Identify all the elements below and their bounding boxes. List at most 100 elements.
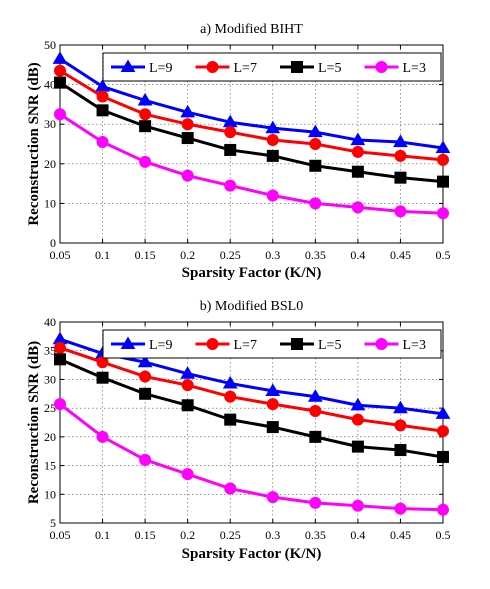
- legend-marker: [291, 338, 303, 350]
- x-tick-label: 0.5: [436, 528, 451, 542]
- series-line: [59, 357, 444, 459]
- data-point: [96, 90, 109, 103]
- y-tick-label: 10: [44, 487, 56, 501]
- data-point: [394, 419, 407, 432]
- x-axis-label: Sparsity Factor (K/N): [182, 265, 322, 281]
- axes-frame: [59, 321, 444, 524]
- x-tick-label: 0.05: [50, 528, 71, 542]
- data-point: [437, 425, 449, 438]
- data-point: [437, 175, 449, 188]
- x-tick-label: 0.25: [220, 248, 241, 262]
- series-line: [59, 69, 444, 162]
- data-point: [181, 169, 194, 182]
- data-point: [265, 120, 281, 134]
- series-line: [59, 57, 444, 150]
- legend-marker: [206, 338, 219, 350]
- x-tick-label: 0.4: [350, 528, 365, 542]
- data-point: [437, 207, 449, 220]
- legend-label: L=3: [403, 61, 426, 76]
- x-tick-label: 0.35: [305, 528, 326, 542]
- data-point: [224, 482, 237, 495]
- data-point: [139, 370, 152, 383]
- data-point: [139, 155, 152, 168]
- series-line: [59, 402, 444, 512]
- series-l5: [54, 353, 449, 463]
- data-point: [54, 64, 66, 77]
- x-tick-label: 0.2: [180, 248, 195, 262]
- chart-panel-1: 0.05 0.1 0.15 0.2 0.25 0.3 0.35 0.4 0.45 0.5 0 10 20…: [26, 22, 451, 281]
- legend-marker: [375, 61, 388, 73]
- data-point: [54, 398, 66, 411]
- data-point: [309, 405, 322, 418]
- y-tick-label: 15: [44, 459, 56, 473]
- y-axis-label: Reconstruction SNR (dB): [26, 62, 42, 225]
- legend-entry: L=9: [111, 336, 172, 353]
- data-point: [393, 400, 408, 414]
- data-point: [309, 197, 322, 210]
- data-point: [394, 502, 407, 515]
- y-tick-label: 20: [44, 430, 56, 444]
- data-point: [266, 149, 279, 162]
- data-point: [139, 453, 152, 466]
- series-l3: [54, 108, 449, 220]
- y-axis-label: Reconstruction SNR (dB): [26, 341, 42, 504]
- x-tick-label: 0.25: [220, 528, 241, 542]
- legend-entry: L=5: [280, 338, 341, 353]
- legend: L=9 L=7 L=5 L=3: [102, 52, 442, 82]
- legend-label: L=5: [318, 338, 341, 353]
- legend-label: L=7: [234, 61, 257, 76]
- data-point: [139, 387, 152, 400]
- data-point: [266, 421, 279, 434]
- data-point: [96, 136, 109, 149]
- legend-entry: L=7: [195, 338, 257, 353]
- data-point: [351, 201, 364, 214]
- y-tick-label: 40: [44, 78, 56, 92]
- legend-label: L=9: [149, 61, 172, 76]
- y-tick-label: 5: [50, 516, 56, 530]
- data-point: [350, 397, 366, 411]
- legend-marker: [120, 336, 136, 350]
- data-point: [224, 143, 237, 156]
- x-tick-label: 0.4: [350, 248, 365, 262]
- data-point: [137, 354, 153, 368]
- data-point: [96, 430, 109, 443]
- data-point: [222, 375, 238, 389]
- data-point: [224, 413, 237, 426]
- legend-marker: [120, 59, 136, 73]
- data-point: [224, 390, 237, 403]
- data-point: [437, 503, 449, 516]
- data-point: [181, 132, 194, 145]
- x-tick-label: 0.3: [265, 528, 280, 542]
- data-point: [137, 92, 153, 106]
- x-tick-label: 0.5: [436, 248, 451, 262]
- x-tick-label: 0.3: [265, 248, 280, 262]
- data-point: [181, 379, 194, 392]
- series-line: [59, 346, 444, 433]
- x-tick-label: 0.1: [95, 248, 110, 262]
- data-point: [435, 140, 451, 154]
- series-line: [59, 81, 444, 184]
- legend-marker: [375, 338, 388, 350]
- data-point: [351, 440, 364, 453]
- legend-entry: L=5: [280, 61, 341, 76]
- legend-marker: [291, 61, 303, 73]
- data-point: [394, 171, 407, 184]
- data-point: [309, 496, 322, 509]
- data-point: [266, 491, 279, 504]
- data-point: [351, 499, 364, 512]
- legend-label: L=7: [234, 338, 257, 353]
- series-l7: [54, 64, 449, 166]
- data-point: [96, 371, 109, 384]
- series-line: [59, 113, 444, 215]
- legend-entry: L=7: [195, 61, 257, 76]
- y-tick-label: 20: [44, 157, 56, 171]
- data-point: [437, 450, 449, 463]
- data-point: [224, 126, 237, 139]
- data-point: [54, 108, 66, 121]
- x-tick-label: 0.45: [390, 528, 411, 542]
- chart-title: a) Modified BIHT: [200, 22, 303, 37]
- data-point: [307, 389, 323, 402]
- x-tick-label: 0.15: [135, 528, 156, 542]
- x-tick-label: 0.45: [390, 248, 411, 262]
- series-l7: [54, 341, 449, 438]
